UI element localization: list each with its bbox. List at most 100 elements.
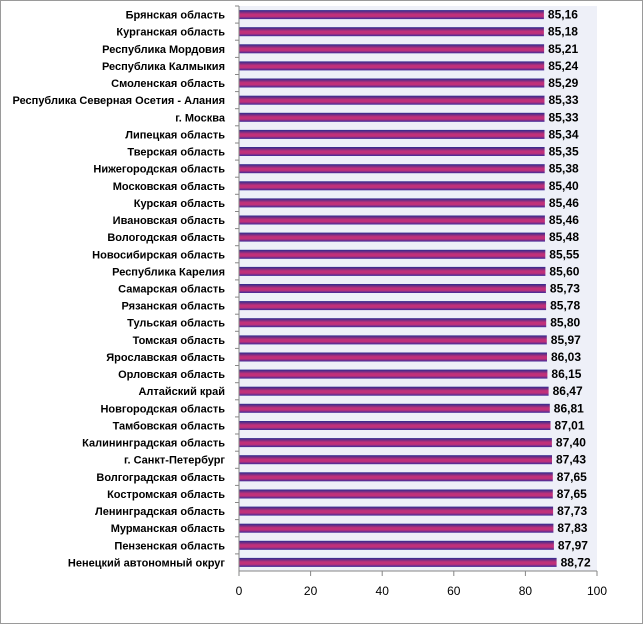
value-label: 85,21 [548,42,578,56]
value-label: 85,97 [551,333,581,347]
category-label: Нижегородская область [93,164,225,176]
bar [239,232,545,242]
value-label: 85,46 [549,213,579,227]
bar [239,215,545,225]
category-label: Ненецкий автономный округ [68,557,225,569]
value-label: 85,40 [549,179,579,193]
bar [239,61,545,71]
bar [239,284,546,293]
bar [239,181,545,191]
bar [239,523,554,533]
bars-group: Брянская область 85,16 Курганская область 8… [13,8,591,570]
value-label: 87,97 [558,538,588,552]
category-label: Алтайский край [138,386,225,398]
value-label: 88,72 [561,555,591,569]
x-tick-label: 100 [587,584,607,598]
value-label: 87,01 [555,419,585,433]
bar [239,352,547,362]
bar [239,506,554,516]
bar [239,403,550,413]
category-label: Вологодская область [107,232,225,244]
value-label: 87,40 [556,436,586,450]
bar [239,455,552,465]
bar [239,386,549,396]
category-label: Калининградская область [82,438,225,450]
bar [239,438,552,448]
category-label: Тульская область [127,318,225,330]
value-label: 85,29 [548,76,578,90]
x-tick-label: 60 [447,584,461,598]
bar [239,489,553,499]
value-label: 85,33 [549,93,579,107]
x-tick-label: 40 [376,584,390,598]
value-label: 85,55 [549,247,579,261]
bar [239,10,544,20]
bar [239,472,553,482]
bar [239,421,551,430]
bar [239,335,547,345]
value-label: 87,65 [557,487,587,501]
value-label: 85,78 [550,299,580,313]
category-label: Московская область [113,181,225,193]
bar [239,112,545,122]
category-label: Курская область [134,198,225,210]
category-label: Республика Карелия [112,266,225,278]
category-label: Липецкая область [125,129,225,141]
bar [239,557,557,567]
value-label: 85,24 [548,59,578,73]
category-label: г. Москва [175,112,226,124]
value-label: 85,73 [550,282,580,296]
bar [239,147,545,156]
value-label: 87,43 [556,453,586,467]
x-tick-label: 20 [304,584,318,598]
category-label: Самарская область [118,284,225,296]
value-label: 87,83 [557,521,587,535]
category-label: Республика Мордовия [102,44,225,56]
bar [239,198,545,208]
value-label: 85,18 [548,25,578,39]
category-label: Республика Калмыкия [102,61,225,73]
x-tick-label: 0 [236,584,243,598]
bar [239,266,546,276]
value-label: 85,16 [548,8,578,22]
category-label: Мурманская область [111,523,226,535]
category-label: Волгоградская область [96,472,225,484]
value-label: 85,38 [549,162,579,176]
category-label: Орловская область [118,369,225,381]
bar [239,129,545,139]
value-label: 85,46 [549,196,579,210]
value-label: 86,03 [551,350,581,364]
value-label: 85,33 [549,110,579,124]
category-label: Костромская область [107,489,225,501]
category-label: Пензенская область [114,540,225,552]
value-label: 85,34 [549,127,579,141]
category-label: Томская область [133,335,226,347]
category-label: Тверская область [127,147,225,159]
bar [239,95,545,105]
category-label: Брянская область [126,10,226,22]
category-label: Рязанская область [121,301,225,313]
value-label: 87,65 [557,470,587,484]
value-label: 85,48 [549,230,579,244]
value-label: 86,81 [554,401,584,415]
bar [239,44,545,54]
category-label: Смоленская область [111,78,225,90]
value-label: 86,15 [551,367,581,381]
category-label: Тамбовская область [113,421,226,433]
category-label: Республика Северная Осетия - Алания [13,95,225,107]
category-label: Новгородская область [100,403,225,415]
category-label: Ярославская область [106,352,225,364]
category-label: г. Санкт-Петербург [124,455,225,467]
bar [239,318,547,328]
bar [239,369,548,379]
value-label: 85,80 [550,316,580,330]
axes-group: 0 20 40 60 80 100 [235,5,607,598]
value-label: 87,73 [557,504,587,518]
bar [239,301,547,311]
bar [239,164,545,174]
value-label: 85,60 [549,264,579,278]
x-tick-label: 80 [519,584,533,598]
category-label: Курганская область [116,27,225,39]
bar [239,540,554,550]
